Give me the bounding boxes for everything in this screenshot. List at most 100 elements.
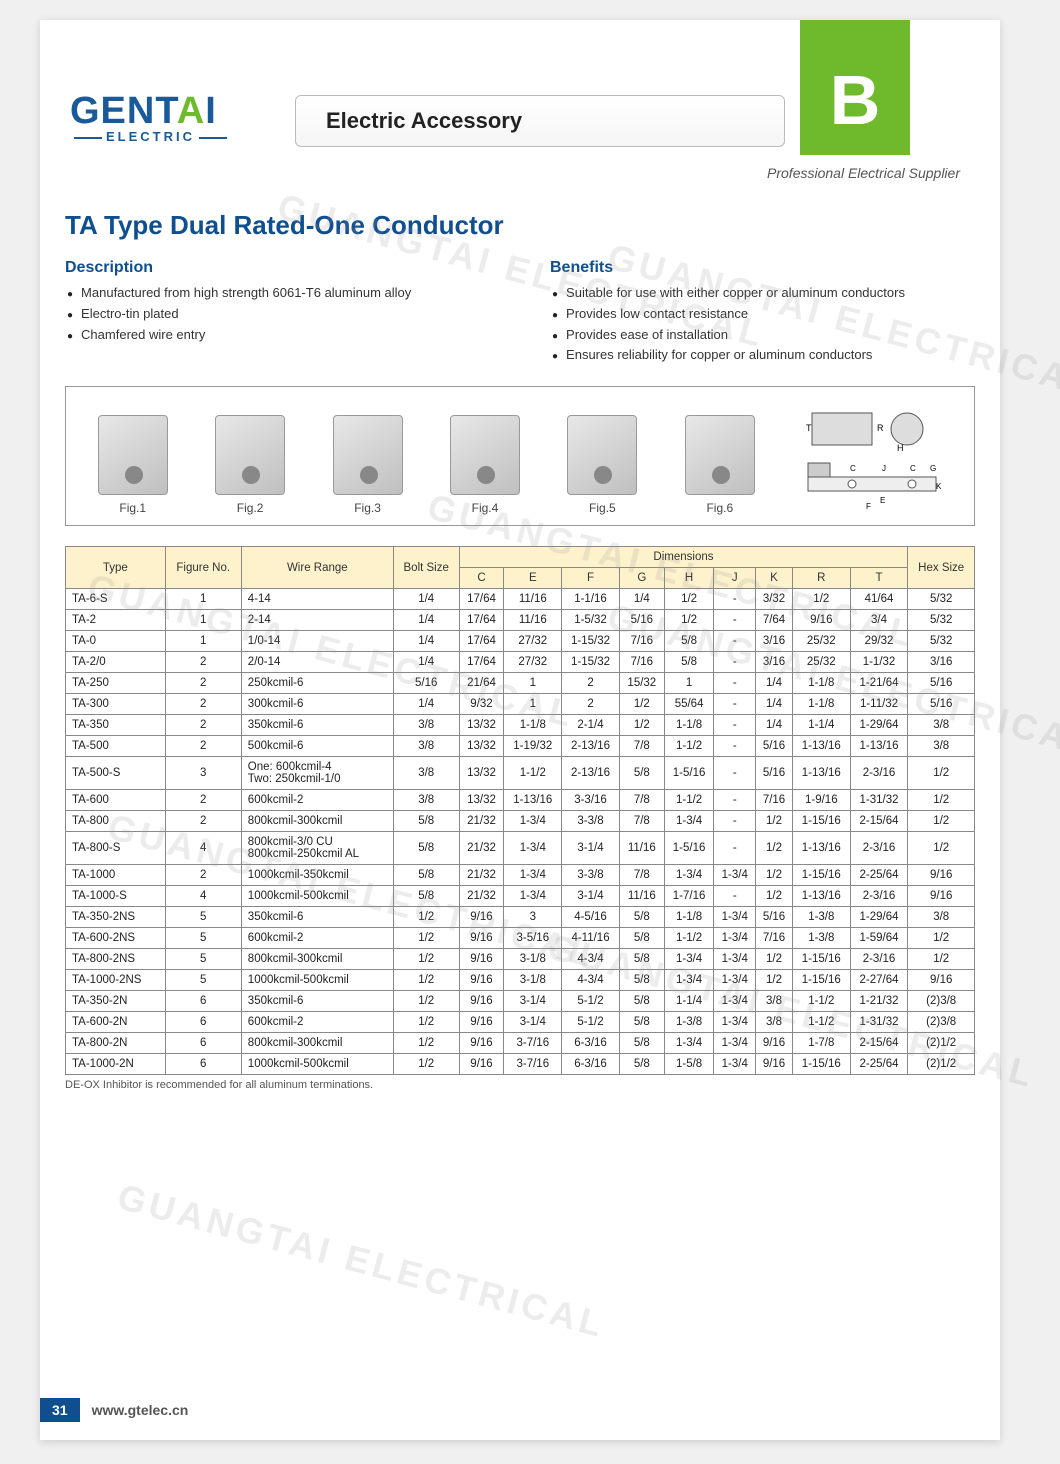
brand-logo: GENTAI ELECTRIC — [70, 90, 231, 144]
table-cell: 13/32 — [459, 715, 504, 736]
table-cell: 1-3/4 — [714, 865, 756, 886]
table-cell: 1-3/4 — [714, 907, 756, 928]
content-area: TA Type Dual Rated-One Conductor Descrip… — [65, 210, 975, 1091]
table-cell: 5/8 — [619, 949, 664, 970]
table-cell: 25/32 — [792, 652, 850, 673]
table-cell: 7/8 — [619, 865, 664, 886]
table-cell: 2 — [165, 715, 241, 736]
table-cell: - — [714, 673, 756, 694]
table-cell: 3/8 — [908, 715, 975, 736]
table-cell: 5/8 — [619, 1054, 664, 1075]
table-row: TA-1000-2NS51000kcmil-500kcmil1/29/163-1… — [66, 970, 975, 991]
watermark: GUANGTAI ELECTRICAL — [113, 1176, 610, 1347]
table-cell: 2 — [165, 652, 241, 673]
table-row: TA-800-S4800kcmil-3/0 CU 800kcmil-250kcm… — [66, 832, 975, 865]
table-cell: 6-3/16 — [562, 1054, 620, 1075]
top-tab — [800, 20, 910, 45]
logo-suffix: I — [205, 90, 217, 132]
table-cell: 5/8 — [619, 1033, 664, 1054]
table-cell: - — [714, 736, 756, 757]
table-cell: 1-21/32 — [850, 991, 908, 1012]
table-cell: TA-300 — [66, 694, 166, 715]
figure-item: Fig.5 — [567, 415, 637, 515]
table-cell: 2 — [165, 736, 241, 757]
table-cell: 4-3/4 — [562, 970, 620, 991]
table-cell: 5/32 — [908, 610, 975, 631]
table-cell: 2-13/16 — [562, 736, 620, 757]
table-row: TA-212-141/417/6411/161-5/325/161/2-7/64… — [66, 610, 975, 631]
description-row: Description Manufactured from high stren… — [65, 259, 975, 366]
table-cell: 3/8 — [756, 1012, 793, 1033]
table-cell: 3-3/8 — [562, 811, 620, 832]
table-cell: TA-1000-S — [66, 886, 166, 907]
table-cell: 1-13/16 — [792, 886, 850, 907]
table-cell: 350kcmil-6 — [241, 991, 393, 1012]
benefit-item: Provides low contact resistance — [552, 304, 975, 325]
table-cell: 6 — [165, 991, 241, 1012]
table-cell: 9/16 — [459, 991, 504, 1012]
connector-icon — [450, 415, 520, 495]
table-cell: 5/8 — [664, 652, 714, 673]
table-cell: 5/8 — [619, 757, 664, 790]
table-cell: 1/2 — [664, 610, 714, 631]
table-cell: (2)3/8 — [908, 991, 975, 1012]
table-cell: 1-11/32 — [850, 694, 908, 715]
table-cell: TA-600-2N — [66, 1012, 166, 1033]
table-cell: TA-1000-2N — [66, 1054, 166, 1075]
table-cell: TA-2/0 — [66, 652, 166, 673]
table-cell: TA-350 — [66, 715, 166, 736]
table-cell: 5/8 — [619, 1012, 664, 1033]
table-cell: 13/32 — [459, 757, 504, 790]
th-dims: Dimensions — [459, 547, 908, 568]
table-cell: 1 — [504, 673, 562, 694]
table-row: TA-3002300kcmil-61/49/32121/255/64-1/41-… — [66, 694, 975, 715]
connector-icon — [215, 415, 285, 495]
table-cell: 1-5/8 — [664, 1054, 714, 1075]
table-cell: TA-800 — [66, 811, 166, 832]
table-cell: 2-27/64 — [850, 970, 908, 991]
table-cell: 25/32 — [792, 631, 850, 652]
table-cell: 9/16 — [459, 1033, 504, 1054]
table-cell: 1-15/32 — [562, 631, 620, 652]
footer-url: www.gtelec.cn — [92, 1402, 189, 1418]
table-cell: 5/8 — [664, 631, 714, 652]
figure-label: Fig.3 — [354, 501, 381, 515]
section-badge: B — [800, 45, 910, 155]
table-cell: 300kcmil-6 — [241, 694, 393, 715]
table-cell: 1-3/4 — [504, 811, 562, 832]
table-cell: 2-25/64 — [850, 865, 908, 886]
table-cell: 4 — [165, 832, 241, 865]
table-cell: 21/32 — [459, 865, 504, 886]
table-cell: 1-15/32 — [562, 652, 620, 673]
svg-text:G: G — [930, 464, 936, 473]
table-cell: 1/2 — [393, 949, 459, 970]
table-cell: 21/64 — [459, 673, 504, 694]
svg-text:E: E — [880, 496, 885, 505]
header-banner-text: Electric Accessory — [326, 108, 522, 134]
table-cell: 1 — [165, 631, 241, 652]
table-cell: - — [714, 757, 756, 790]
benefit-item: Provides ease of installation — [552, 325, 975, 346]
table-row: TA-600-2N6600kcmil-21/29/163-1/45-1/25/8… — [66, 1012, 975, 1033]
table-cell: 9/16 — [459, 1054, 504, 1075]
benefit-item: Ensures reliability for copper or alumin… — [552, 345, 975, 366]
table-cell: 3/8 — [908, 736, 975, 757]
table-cell: 7/16 — [756, 790, 793, 811]
table-cell: 1-3/4 — [714, 1012, 756, 1033]
table-cell: 1-1/16 — [562, 589, 620, 610]
table-cell: 11/16 — [504, 589, 562, 610]
table-cell: TA-800-S — [66, 832, 166, 865]
table-cell: 1-7/16 — [664, 886, 714, 907]
section-letter: B — [830, 60, 881, 140]
description-col: Description Manufactured from high stren… — [65, 259, 490, 366]
table-cell: 2-3/16 — [850, 886, 908, 907]
table-cell: 5-1/2 — [562, 991, 620, 1012]
table-cell: 1-13/16 — [792, 832, 850, 865]
table-cell: 1/2 — [393, 907, 459, 928]
table-cell: 1-13/16 — [850, 736, 908, 757]
table-cell: - — [714, 790, 756, 811]
table-cell: 1-21/64 — [850, 673, 908, 694]
table-cell: 2/0-14 — [241, 652, 393, 673]
table-cell: 800kcmil-300kcmil — [241, 949, 393, 970]
th-dim: F — [562, 568, 620, 589]
